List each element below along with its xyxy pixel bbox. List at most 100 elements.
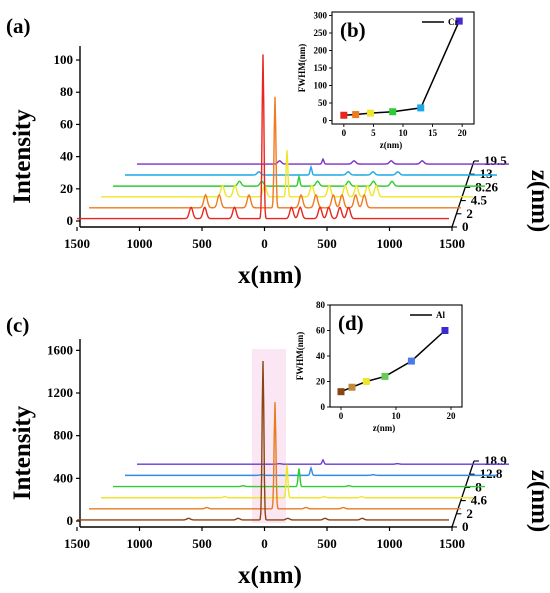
inset-y-tick-label: 60 (316, 326, 326, 336)
inset-legend-label: Cr (448, 17, 459, 27)
inset-x-tick-label: 20 (447, 411, 457, 421)
series-8.26-trace (113, 173, 485, 187)
inset-y-tick-label: 250 (314, 28, 328, 38)
y-tick-label: 1200 (47, 385, 73, 400)
inset-panel-label: (b) (340, 18, 366, 42)
y-tick-label: 60 (60, 116, 73, 131)
x-tick-label: 1500 (439, 236, 465, 251)
inset-(d): 0 10 20 0 20 40 60 80 z(nm) FWHM(nm) Al (d) (295, 300, 463, 433)
series-19.5-trace (137, 157, 509, 165)
y-tick-label: 0 (67, 213, 74, 228)
inset-y-label: FWHM(nm) (295, 332, 305, 381)
z-tick-label: 4.6 (471, 493, 488, 508)
inset-marker (362, 378, 370, 385)
x-tick-label: 0 (261, 536, 268, 551)
y-tick-label: 20 (60, 181, 73, 196)
inset-marker (337, 388, 345, 396)
y-tick-label: 400 (54, 470, 74, 485)
z-tick-label: 2 (466, 506, 473, 521)
series-4.5-trace (101, 150, 473, 198)
inset-y-tick-label: 0 (321, 402, 326, 412)
series-4.6-trace (101, 464, 473, 499)
inset-panel-label: (d) (338, 311, 364, 335)
z-tick-label: 13 (480, 166, 494, 181)
x-tick-label: 1500 (64, 236, 90, 251)
y-tick-label: 80 (60, 84, 73, 99)
x-axis-label: x(nm) (238, 262, 302, 289)
x-tick-label: 500 (192, 536, 212, 551)
series-8-trace (113, 468, 485, 488)
inset-y-tick-label: 100 (314, 81, 328, 91)
z-axis-label: z(nm) (526, 470, 550, 532)
panel-c: 1500 1000 500 0 500 1000 1500x(nm)040080012001… (6, 300, 550, 589)
series-0-trace (77, 360, 449, 521)
series-2-trace (89, 96, 461, 209)
x-axis-label: x(nm) (238, 562, 302, 589)
z-tick-label: 18.9 (484, 453, 507, 468)
x-tick-label: 500 (317, 536, 337, 551)
x-tick-label: 500 (317, 236, 337, 251)
inset-marker (455, 17, 463, 25)
y-tick-label: 0 (67, 513, 74, 528)
z-tick-label: 0 (462, 219, 469, 234)
inset-x-tick-label: 0 (342, 128, 347, 138)
x-tick-label: 1500 (439, 536, 465, 551)
z-tick-label: 19.5 (484, 153, 507, 168)
y-axis-label: Intensity (9, 109, 36, 204)
y-tick-label: 1600 (47, 342, 73, 357)
z-axis-line (451, 160, 475, 228)
panel-a: 1500 1000 500 0 500 1000 1500x(nm)020406080100… (6, 11, 550, 290)
z-axis-line (451, 460, 475, 528)
series-2-trace (89, 402, 461, 510)
inset-x-tick-label: 0 (339, 411, 344, 421)
inset-x-tick-label: 15 (428, 128, 438, 138)
inset-marker (352, 111, 360, 119)
series-18.9-trace (137, 458, 509, 465)
x-tick-label: 1000 (127, 536, 153, 551)
y-tick-label: 40 (60, 149, 73, 164)
y-axis-label: Intensity (9, 405, 36, 500)
y-tick-label: 100 (54, 52, 74, 67)
inset-x-tick-label: 10 (399, 128, 409, 138)
inset-y-tick-label: 0 (323, 116, 328, 126)
z-tick-label: 4.5 (471, 193, 488, 208)
inset-y-tick-label: 150 (314, 63, 328, 73)
inset-marker (389, 108, 397, 116)
series-12.8-trace (125, 465, 497, 477)
inset-x-tick-label: 10 (392, 411, 402, 421)
x-tick-label: 0 (261, 236, 268, 251)
inset-x-label: z(nm) (373, 423, 396, 433)
z-axis-label: z(nm) (526, 170, 550, 232)
x-tick-label: 1500 (64, 536, 90, 551)
inset-x-tick-label: 20 (458, 128, 468, 138)
inset-y-tick-label: 80 (316, 300, 326, 310)
panel-label: (a) (6, 14, 31, 38)
inset-y-label: FWHM(nm) (297, 44, 307, 93)
highlight-band (252, 349, 286, 523)
inset-x-label: z(nm) (380, 140, 403, 150)
inset-legend-label: Al (436, 310, 445, 320)
z-tick-label: 12.8 (480, 466, 503, 481)
inset-y-tick-label: 40 (316, 351, 326, 361)
inset-y-tick-label: 50 (318, 98, 328, 108)
inset-y-tick-label: 20 (316, 377, 326, 387)
series-13-trace (125, 164, 497, 176)
inset-marker (381, 372, 389, 380)
series-0-trace (77, 54, 449, 220)
z-tick-label: 0 (462, 519, 469, 534)
inset-marker (441, 327, 449, 334)
inset-y-tick-label: 200 (314, 46, 328, 56)
z-tick-label: 8.26 (475, 179, 498, 194)
inset-marker (348, 383, 356, 391)
z-tick-label: 2 (466, 206, 473, 221)
x-tick-label: 1000 (377, 536, 403, 551)
inset-marker (340, 111, 348, 119)
x-tick-label: 1000 (127, 236, 153, 251)
y-tick-label: 800 (54, 428, 74, 443)
x-tick-label: 500 (192, 236, 212, 251)
panel-label: (c) (6, 313, 29, 337)
inset-y-tick-label: 300 (314, 11, 328, 21)
x-tick-label: 1000 (377, 236, 403, 251)
inset-frame (331, 11, 475, 125)
